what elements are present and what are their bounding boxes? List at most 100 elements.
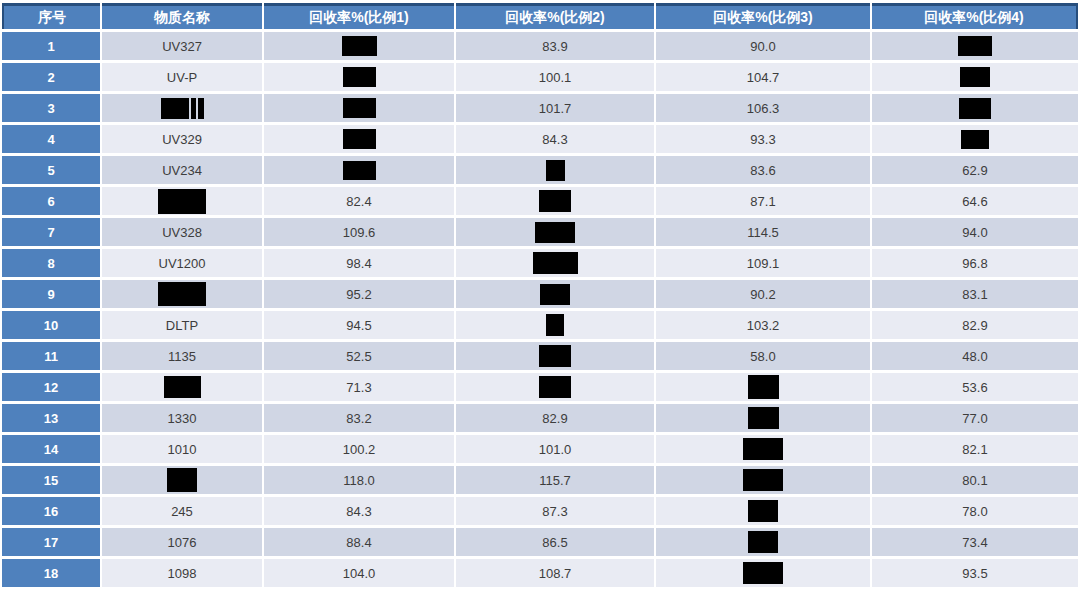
redaction-box: [748, 531, 778, 553]
redaction-box: [158, 282, 206, 306]
cell-r4: 94.0: [872, 218, 1078, 246]
cell-r2: [456, 342, 654, 370]
cell-r3: 87.1: [656, 187, 870, 215]
cell-r1: [264, 94, 454, 122]
cell-index: 6: [2, 187, 100, 215]
cell-name: 1098: [102, 559, 262, 587]
cell-name: 245: [102, 497, 262, 525]
redaction-box: [540, 284, 570, 305]
cell-name: UV1200: [102, 249, 262, 277]
cell-r1: 52.5: [264, 342, 454, 370]
cell-name: 1076: [102, 528, 262, 556]
cell-r4: [872, 32, 1078, 60]
column-header-recovery4: 回收率%(比例4): [872, 3, 1078, 29]
cell-index: 3: [2, 94, 100, 122]
redaction-box: [743, 469, 783, 491]
cell-r1: 104.0: [264, 559, 454, 587]
cell-name: UV327: [102, 32, 262, 60]
redaction-box: [743, 438, 783, 460]
redaction-box: [533, 252, 578, 274]
redaction-box: [748, 407, 779, 429]
cell-r1: [264, 156, 454, 184]
cell-r1: 118.0: [264, 466, 454, 494]
redaction-box: [958, 36, 992, 56]
header-row: 序号 物质名称 回收率%(比例1) 回收率%(比例2) 回收率%(比例3) 回收…: [2, 3, 1078, 29]
cell-r2: [456, 156, 654, 184]
cell-index: 9: [2, 280, 100, 308]
cell-name: 1330: [102, 404, 262, 432]
cell-r2: [456, 249, 654, 277]
cell-name: UV-P: [102, 63, 262, 91]
redaction-box: [343, 98, 376, 118]
redaction-box: [748, 500, 778, 522]
cell-r1: 109.6: [264, 218, 454, 246]
cell-name: [102, 280, 262, 308]
table-row: 1UV32783.990.0: [2, 32, 1078, 60]
cell-r2: [456, 280, 654, 308]
redaction-bar: [198, 98, 204, 119]
cell-r1: 71.3: [264, 373, 454, 401]
redaction-bar: [191, 98, 196, 119]
column-header-index: 序号: [2, 3, 100, 29]
redaction-box: [539, 190, 571, 212]
cell-r4: 83.1: [872, 280, 1078, 308]
cell-r3: 103.2: [656, 311, 870, 339]
column-header-recovery2: 回收率%(比例2): [456, 3, 654, 29]
cell-r1: 82.4: [264, 187, 454, 215]
table-row: 4UV32984.393.3: [2, 125, 1078, 153]
cell-r4: 48.0: [872, 342, 1078, 370]
cell-name: [102, 373, 262, 401]
table-row: 1271.353.6: [2, 373, 1078, 401]
table-row: 181098104.0108.793.5: [2, 559, 1078, 587]
table-row: 7UV328109.6114.594.0: [2, 218, 1078, 246]
redaction-box: [539, 345, 571, 367]
table-row: 10DLTP94.5103.282.9: [2, 311, 1078, 339]
redaction-box: [743, 562, 783, 584]
cell-r1: [264, 125, 454, 153]
cell-r2: 87.3: [456, 497, 654, 525]
cell-r1: [264, 63, 454, 91]
redaction-box: [535, 222, 575, 243]
cell-r3: [656, 559, 870, 587]
cell-r3: 83.6: [656, 156, 870, 184]
cell-r2: 115.7: [456, 466, 654, 494]
cell-r3: [656, 373, 870, 401]
cell-index: 17: [2, 528, 100, 556]
table-body: 1UV32783.990.02UV-P100.1104.73101.7106.3…: [2, 32, 1078, 587]
cell-name: [102, 94, 262, 122]
cell-r3: 109.1: [656, 249, 870, 277]
cell-r4: 80.1: [872, 466, 1078, 494]
cell-r1: 88.4: [264, 528, 454, 556]
column-header-recovery3: 回收率%(比例3): [656, 3, 870, 29]
cell-r3: [656, 497, 870, 525]
cell-index: 10: [2, 311, 100, 339]
redaction-box: [342, 36, 377, 56]
redaction-box: [961, 130, 989, 149]
cell-r4: 64.6: [872, 187, 1078, 215]
table-header: 序号 物质名称 回收率%(比例1) 回收率%(比例2) 回收率%(比例3) 回收…: [2, 3, 1078, 29]
cell-r3: 93.3: [656, 125, 870, 153]
table-row: 11113552.558.048.0: [2, 342, 1078, 370]
cell-index: 12: [2, 373, 100, 401]
table-row: 3101.7106.3: [2, 94, 1078, 122]
cell-r2: 100.1: [456, 63, 654, 91]
cell-r2: 101.7: [456, 94, 654, 122]
cell-r1: 83.2: [264, 404, 454, 432]
cell-name: UV234: [102, 156, 262, 184]
cell-index: 2: [2, 63, 100, 91]
cell-r4: 93.5: [872, 559, 1078, 587]
cell-r3: [656, 404, 870, 432]
column-header-recovery1: 回收率%(比例1): [264, 3, 454, 29]
cell-r1: [264, 32, 454, 60]
redaction-box: [343, 67, 376, 87]
redaction-box: [343, 129, 376, 149]
cell-r1: 94.5: [264, 311, 454, 339]
cell-r3: 114.5: [656, 218, 870, 246]
cell-name: UV329: [102, 125, 262, 153]
cell-r1: 84.3: [264, 497, 454, 525]
cell-r1: 95.2: [264, 280, 454, 308]
table-row: 15118.0115.780.1: [2, 466, 1078, 494]
cell-r2: [456, 218, 654, 246]
table-row: 6 82.4 87.164.6: [2, 187, 1078, 215]
cell-name: [102, 187, 262, 215]
